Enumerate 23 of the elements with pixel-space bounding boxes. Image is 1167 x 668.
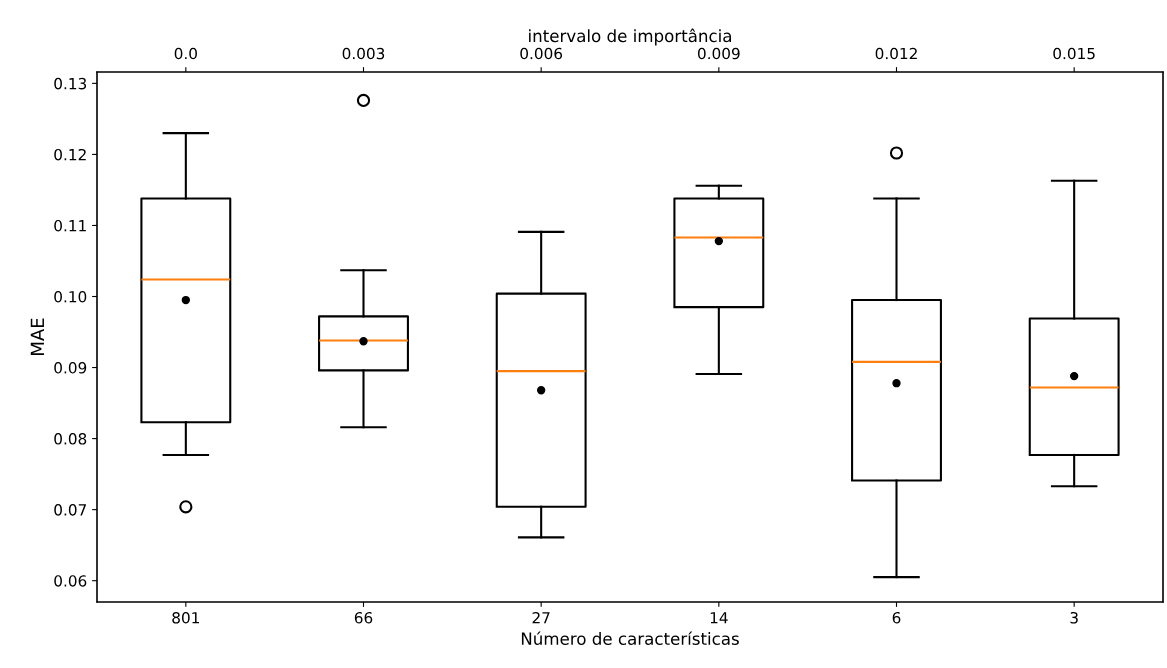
x-tick-label: 801 [172,611,199,624]
y-tick-label: 0.12 [54,148,86,161]
x-tick-label: 27 [532,611,550,624]
x2-tick-label: 0.015 [1053,47,1095,60]
x2-tick-label: 0.0 [174,47,197,60]
x2-tick-label: 0.003 [342,47,385,60]
y-axis-title: MAE [30,318,44,355]
y-tick-label: 0.09 [54,362,87,374]
x-tick-label: 6 [892,611,901,624]
y-tick-label: 0.10 [54,290,87,303]
x2-tick-label: 0.012 [875,47,917,60]
x-tick-label: 3 [1070,611,1078,624]
y-tick-label: 0.11 [54,219,86,232]
x2-tick-label: 0.009 [697,47,740,60]
y-tick-label: 0.06 [54,575,87,587]
x2-tick-label: 0.006 [520,47,563,60]
x2-axis-title: intervalo de importância [529,28,731,46]
y-tick-label: 0.07 [54,504,86,516]
x-tick-label: 66 [354,611,373,624]
x-tick-label: 14 [710,612,728,624]
y-tick-label: 0.13 [54,77,87,90]
x-axis-title: Número de características [521,631,739,645]
y-tick-label: 0.08 [54,433,87,445]
